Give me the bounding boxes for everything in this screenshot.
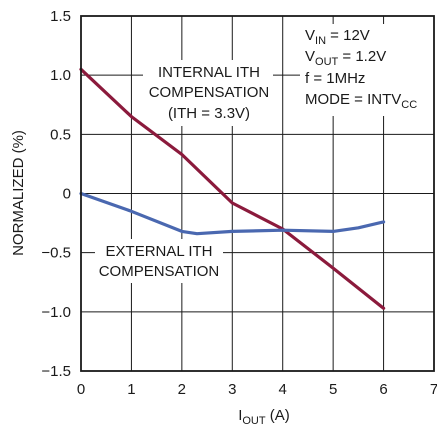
y-tick-label: −0.5 [41, 245, 71, 262]
internal-compensation-line [79, 67, 386, 310]
x-tick-labels: 0 1 2 3 4 5 6 7 [77, 381, 437, 398]
x-axis-title: IOUT (A) [238, 407, 290, 427]
internal-label-background [143, 60, 273, 126]
condition-vin: VIN = 12V [305, 27, 370, 47]
x-tick-label: 2 [178, 381, 186, 398]
series-layer [79, 67, 386, 310]
external-label-background [95, 239, 223, 283]
condition-frequency: f = 1MHz [305, 70, 365, 87]
x-tick-label: 4 [279, 381, 287, 398]
external-compensation-line [79, 191, 386, 236]
y-axis-title: NORMALIZED (%) [10, 130, 27, 256]
x-tick-label: 7 [430, 381, 437, 398]
x-tick-label: 1 [127, 381, 135, 398]
y-tick-label: −1.0 [41, 304, 71, 321]
condition-vout: VOUT = 1.2V [305, 48, 386, 68]
y-tick-label: −1.5 [41, 363, 71, 380]
internal-label-line1: INTERNAL ITH [158, 64, 260, 81]
y-tick-label: 0.5 [50, 126, 71, 143]
x-tick-label: 6 [379, 381, 387, 398]
conditions-background [300, 24, 434, 116]
y-tick-labels: 1.5 1.0 0.5 0 −0.5 −1.0 −1.5 [41, 8, 71, 380]
x-tick-label: 0 [77, 381, 85, 398]
y-tick-label: 1.5 [50, 8, 71, 25]
external-label-line1: EXTERNAL ITH [106, 243, 213, 260]
x-tick-label: 3 [228, 381, 236, 398]
y-tick-label: 0 [63, 186, 71, 203]
condition-mode: MODE = INTVCC [305, 91, 417, 111]
internal-label-line3: (ITH = 3.3V) [168, 105, 250, 122]
internal-label-line2: COMPENSATION [149, 84, 270, 101]
plot-frame [80, 15, 435, 372]
external-label-line2: COMPENSATION [99, 263, 220, 280]
y-tick-label: 1.0 [50, 67, 71, 84]
x-tick-label: 5 [329, 381, 337, 398]
